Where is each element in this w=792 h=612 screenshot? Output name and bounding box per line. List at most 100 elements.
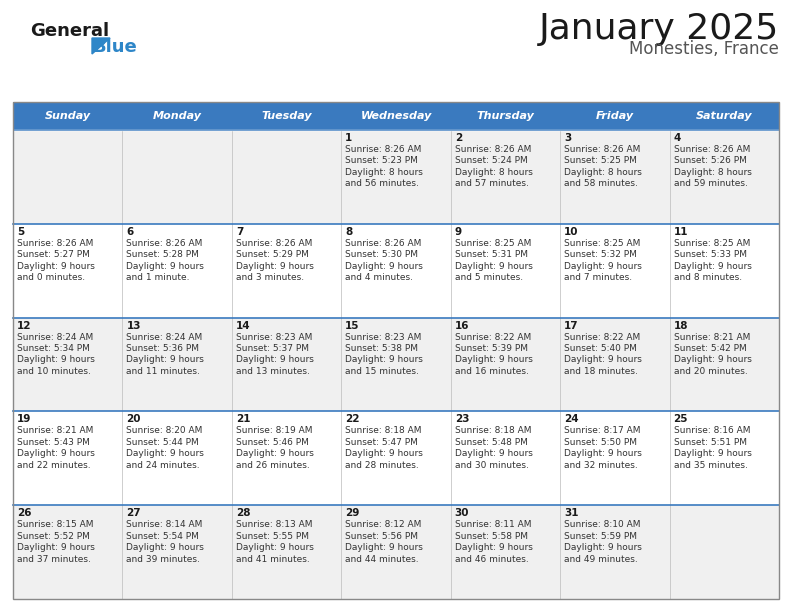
Bar xyxy=(13,411,123,505)
Bar xyxy=(669,318,779,411)
Text: 29: 29 xyxy=(345,508,360,518)
Bar xyxy=(341,102,451,130)
Bar xyxy=(13,102,779,599)
Bar xyxy=(123,411,232,505)
Text: Sunrise: 8:18 AM
Sunset: 5:47 PM
Daylight: 9 hours
and 28 minutes.: Sunrise: 8:18 AM Sunset: 5:47 PM Dayligh… xyxy=(345,427,423,470)
Text: 31: 31 xyxy=(564,508,579,518)
Text: Sunrise: 8:26 AM
Sunset: 5:24 PM
Daylight: 8 hours
and 57 minutes.: Sunrise: 8:26 AM Sunset: 5:24 PM Dayligh… xyxy=(455,145,532,188)
Text: Sunday: Sunday xyxy=(44,111,91,121)
Text: Sunrise: 8:17 AM
Sunset: 5:50 PM
Daylight: 9 hours
and 32 minutes.: Sunrise: 8:17 AM Sunset: 5:50 PM Dayligh… xyxy=(564,427,642,470)
Bar xyxy=(451,130,560,224)
Text: 9: 9 xyxy=(455,227,462,237)
Bar xyxy=(341,318,451,411)
Bar xyxy=(341,130,451,224)
Text: 5: 5 xyxy=(17,227,25,237)
Text: 12: 12 xyxy=(17,321,32,330)
Bar xyxy=(232,130,341,224)
Bar xyxy=(341,411,451,505)
Text: 3: 3 xyxy=(564,133,571,143)
Text: Wednesday: Wednesday xyxy=(360,111,432,121)
Text: Sunrise: 8:11 AM
Sunset: 5:58 PM
Daylight: 9 hours
and 46 minutes.: Sunrise: 8:11 AM Sunset: 5:58 PM Dayligh… xyxy=(455,520,532,564)
Text: Sunrise: 8:26 AM
Sunset: 5:27 PM
Daylight: 9 hours
and 0 minutes.: Sunrise: 8:26 AM Sunset: 5:27 PM Dayligh… xyxy=(17,239,95,282)
Text: Sunrise: 8:13 AM
Sunset: 5:55 PM
Daylight: 9 hours
and 41 minutes.: Sunrise: 8:13 AM Sunset: 5:55 PM Dayligh… xyxy=(236,520,314,564)
Bar xyxy=(232,411,341,505)
Text: 2: 2 xyxy=(455,133,462,143)
Text: Sunrise: 8:26 AM
Sunset: 5:26 PM
Daylight: 8 hours
and 59 minutes.: Sunrise: 8:26 AM Sunset: 5:26 PM Dayligh… xyxy=(673,145,752,188)
Text: Monesties, France: Monesties, France xyxy=(629,40,779,58)
Bar xyxy=(560,505,669,599)
Text: Sunrise: 8:14 AM
Sunset: 5:54 PM
Daylight: 9 hours
and 39 minutes.: Sunrise: 8:14 AM Sunset: 5:54 PM Dayligh… xyxy=(127,520,204,564)
Text: Sunrise: 8:26 AM
Sunset: 5:28 PM
Daylight: 9 hours
and 1 minute.: Sunrise: 8:26 AM Sunset: 5:28 PM Dayligh… xyxy=(127,239,204,282)
Text: Sunrise: 8:25 AM
Sunset: 5:32 PM
Daylight: 9 hours
and 7 minutes.: Sunrise: 8:25 AM Sunset: 5:32 PM Dayligh… xyxy=(564,239,642,282)
Bar xyxy=(341,224,451,318)
Text: 14: 14 xyxy=(236,321,250,330)
Text: Sunrise: 8:22 AM
Sunset: 5:40 PM
Daylight: 9 hours
and 18 minutes.: Sunrise: 8:22 AM Sunset: 5:40 PM Dayligh… xyxy=(564,332,642,376)
Bar xyxy=(560,224,669,318)
Text: Sunrise: 8:26 AM
Sunset: 5:30 PM
Daylight: 9 hours
and 4 minutes.: Sunrise: 8:26 AM Sunset: 5:30 PM Dayligh… xyxy=(345,239,423,282)
Bar xyxy=(13,130,123,224)
Bar xyxy=(451,224,560,318)
Bar xyxy=(13,102,123,130)
Text: 6: 6 xyxy=(127,227,134,237)
Bar xyxy=(123,102,232,130)
Bar xyxy=(232,318,341,411)
Bar xyxy=(13,224,123,318)
Text: 16: 16 xyxy=(455,321,469,330)
Bar xyxy=(232,505,341,599)
Bar xyxy=(123,224,232,318)
Text: Sunrise: 8:19 AM
Sunset: 5:46 PM
Daylight: 9 hours
and 26 minutes.: Sunrise: 8:19 AM Sunset: 5:46 PM Dayligh… xyxy=(236,427,314,470)
Bar xyxy=(451,318,560,411)
Text: 15: 15 xyxy=(345,321,360,330)
Text: 10: 10 xyxy=(564,227,579,237)
Text: 22: 22 xyxy=(345,414,360,424)
Text: Sunrise: 8:12 AM
Sunset: 5:56 PM
Daylight: 9 hours
and 44 minutes.: Sunrise: 8:12 AM Sunset: 5:56 PM Dayligh… xyxy=(345,520,423,564)
Text: 4: 4 xyxy=(673,133,681,143)
Text: 20: 20 xyxy=(127,414,141,424)
Text: 18: 18 xyxy=(673,321,688,330)
Bar xyxy=(123,130,232,224)
Text: Tuesday: Tuesday xyxy=(261,111,312,121)
Text: Thursday: Thursday xyxy=(477,111,535,121)
Text: General: General xyxy=(30,22,109,40)
Text: 19: 19 xyxy=(17,414,32,424)
Text: Saturday: Saturday xyxy=(696,111,752,121)
Bar xyxy=(451,102,560,130)
Text: Sunrise: 8:26 AM
Sunset: 5:25 PM
Daylight: 8 hours
and 58 minutes.: Sunrise: 8:26 AM Sunset: 5:25 PM Dayligh… xyxy=(564,145,642,188)
Text: Sunrise: 8:23 AM
Sunset: 5:38 PM
Daylight: 9 hours
and 15 minutes.: Sunrise: 8:23 AM Sunset: 5:38 PM Dayligh… xyxy=(345,332,423,376)
Bar xyxy=(232,102,341,130)
Text: Sunrise: 8:20 AM
Sunset: 5:44 PM
Daylight: 9 hours
and 24 minutes.: Sunrise: 8:20 AM Sunset: 5:44 PM Dayligh… xyxy=(127,427,204,470)
Text: 17: 17 xyxy=(564,321,579,330)
Bar xyxy=(123,505,232,599)
Text: 30: 30 xyxy=(455,508,469,518)
Text: Friday: Friday xyxy=(596,111,634,121)
Text: Sunrise: 8:16 AM
Sunset: 5:51 PM
Daylight: 9 hours
and 35 minutes.: Sunrise: 8:16 AM Sunset: 5:51 PM Dayligh… xyxy=(673,427,752,470)
Text: January 2025: January 2025 xyxy=(539,12,779,46)
Text: Sunrise: 8:18 AM
Sunset: 5:48 PM
Daylight: 9 hours
and 30 minutes.: Sunrise: 8:18 AM Sunset: 5:48 PM Dayligh… xyxy=(455,427,532,470)
Text: Sunrise: 8:25 AM
Sunset: 5:31 PM
Daylight: 9 hours
and 5 minutes.: Sunrise: 8:25 AM Sunset: 5:31 PM Dayligh… xyxy=(455,239,532,282)
Bar xyxy=(669,102,779,130)
Text: Sunrise: 8:22 AM
Sunset: 5:39 PM
Daylight: 9 hours
and 16 minutes.: Sunrise: 8:22 AM Sunset: 5:39 PM Dayligh… xyxy=(455,332,532,376)
Bar xyxy=(451,505,560,599)
Text: Sunrise: 8:26 AM
Sunset: 5:29 PM
Daylight: 9 hours
and 3 minutes.: Sunrise: 8:26 AM Sunset: 5:29 PM Dayligh… xyxy=(236,239,314,282)
Text: 23: 23 xyxy=(455,414,469,424)
Bar xyxy=(560,318,669,411)
Text: 11: 11 xyxy=(673,227,688,237)
Text: 13: 13 xyxy=(127,321,141,330)
Text: 21: 21 xyxy=(236,414,250,424)
Bar xyxy=(232,224,341,318)
Bar xyxy=(13,318,123,411)
Text: Sunrise: 8:23 AM
Sunset: 5:37 PM
Daylight: 9 hours
and 13 minutes.: Sunrise: 8:23 AM Sunset: 5:37 PM Dayligh… xyxy=(236,332,314,376)
Bar xyxy=(669,130,779,224)
Text: Sunrise: 8:21 AM
Sunset: 5:42 PM
Daylight: 9 hours
and 20 minutes.: Sunrise: 8:21 AM Sunset: 5:42 PM Dayligh… xyxy=(673,332,752,376)
Text: 1: 1 xyxy=(345,133,352,143)
Text: Sunrise: 8:15 AM
Sunset: 5:52 PM
Daylight: 9 hours
and 37 minutes.: Sunrise: 8:15 AM Sunset: 5:52 PM Dayligh… xyxy=(17,520,95,564)
Text: 8: 8 xyxy=(345,227,352,237)
Text: Sunrise: 8:21 AM
Sunset: 5:43 PM
Daylight: 9 hours
and 22 minutes.: Sunrise: 8:21 AM Sunset: 5:43 PM Dayligh… xyxy=(17,427,95,470)
Text: Sunrise: 8:25 AM
Sunset: 5:33 PM
Daylight: 9 hours
and 8 minutes.: Sunrise: 8:25 AM Sunset: 5:33 PM Dayligh… xyxy=(673,239,752,282)
Text: Monday: Monday xyxy=(153,111,202,121)
Text: Sunrise: 8:26 AM
Sunset: 5:23 PM
Daylight: 8 hours
and 56 minutes.: Sunrise: 8:26 AM Sunset: 5:23 PM Dayligh… xyxy=(345,145,423,188)
Bar xyxy=(13,505,123,599)
Text: 28: 28 xyxy=(236,508,250,518)
Bar xyxy=(669,224,779,318)
Bar xyxy=(669,505,779,599)
